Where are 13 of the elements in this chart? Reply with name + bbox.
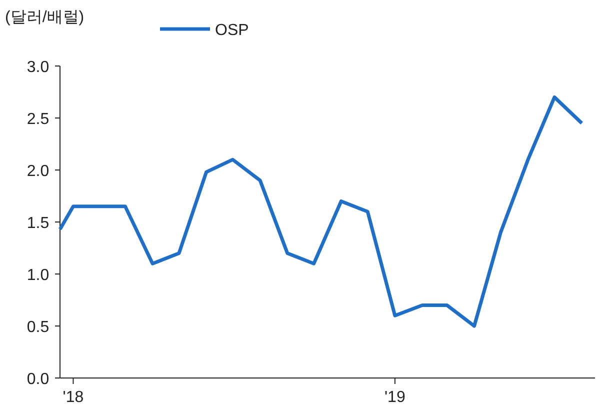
y-axis-title: (달러/배럴) bbox=[5, 9, 84, 26]
y-tick-label: 1.5 bbox=[26, 215, 50, 232]
legend-label: OSP bbox=[215, 22, 249, 39]
y-tick-label: 3.0 bbox=[26, 59, 50, 76]
y-tick-label: 2.5 bbox=[26, 111, 50, 128]
y-tick-label: 1.0 bbox=[26, 267, 50, 284]
x-tick-label: '19 bbox=[384, 389, 406, 406]
line-series bbox=[58, 95, 584, 328]
y-tick-label: 0.5 bbox=[26, 319, 50, 336]
y-tick-label: 0.0 bbox=[26, 371, 50, 388]
legend-item: OSP bbox=[160, 22, 249, 39]
y-tick-label: 2.0 bbox=[26, 163, 50, 180]
x-tick-label: '18 bbox=[62, 389, 84, 406]
